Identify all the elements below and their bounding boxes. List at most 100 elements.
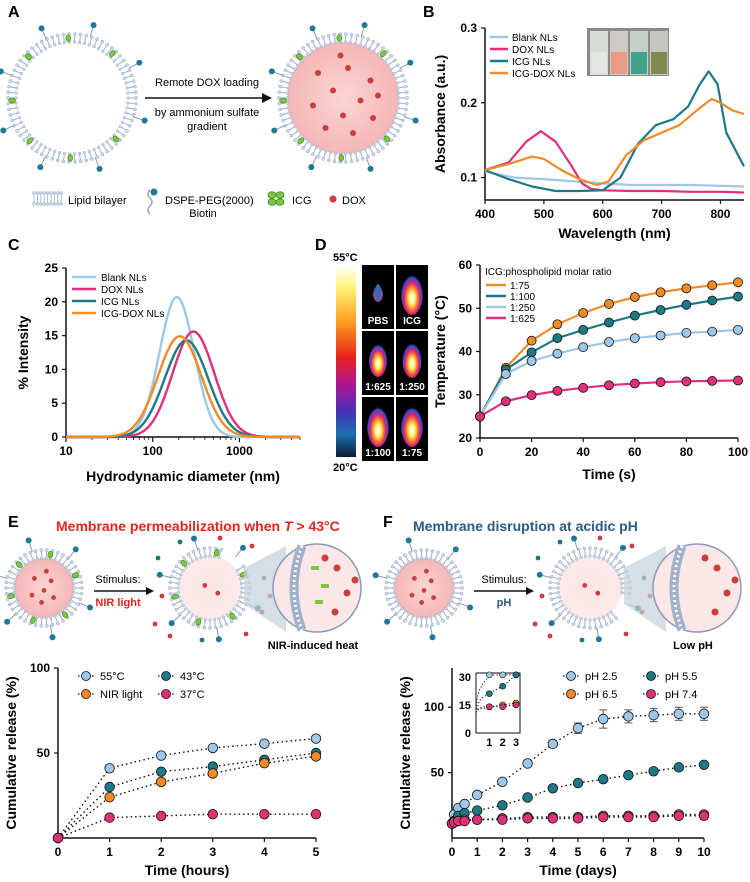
lipid-head <box>314 145 319 149</box>
biotin <box>405 537 412 544</box>
lipid-head <box>184 607 188 611</box>
lipid-head <box>8 113 13 117</box>
lipid-head <box>55 158 60 163</box>
lipid-head <box>71 577 75 581</box>
y-axis-label: Cumulative release (%) <box>397 676 413 829</box>
lipid-head <box>397 91 401 95</box>
lipid-head <box>389 67 393 71</box>
lipid-head <box>358 43 362 47</box>
data-point <box>733 291 743 302</box>
dox-molecule <box>367 77 374 84</box>
dox-molecule <box>424 568 429 574</box>
lipid-head <box>617 573 621 577</box>
lipid-head <box>456 602 461 607</box>
lipid-head <box>411 614 415 618</box>
icg-molecule <box>61 611 69 619</box>
dox-molecule <box>51 595 56 600</box>
icg-molecule <box>297 137 305 144</box>
legend-label: 55°C <box>100 671 125 683</box>
lipid-head <box>76 602 81 607</box>
lipid-head <box>283 68 288 73</box>
lipid-head <box>182 555 186 560</box>
lipid-head <box>6 96 10 100</box>
lipid-head <box>39 152 44 157</box>
lipid-head <box>398 123 403 128</box>
x-tick-label: 8 <box>650 845 657 859</box>
lipid-head <box>40 616 44 620</box>
lipid-head <box>456 569 461 574</box>
x-tick-label: 600 <box>593 207 613 221</box>
lipid-head <box>241 564 246 569</box>
biotin <box>536 571 543 578</box>
released-dox <box>249 543 255 549</box>
lipid-head <box>385 597 390 602</box>
zoom-cone <box>244 546 286 632</box>
lipid-head <box>4 586 8 590</box>
lipid-head <box>394 560 398 564</box>
lipid-head <box>240 590 244 595</box>
x-tick-label: 800 <box>710 207 730 221</box>
biotin <box>38 25 45 32</box>
lipid-head <box>436 621 440 626</box>
y-tick-label: 50 <box>431 766 445 780</box>
lipid-head <box>10 73 14 78</box>
series-line <box>57 755 317 839</box>
lipid-head <box>605 559 609 563</box>
data-point <box>598 713 609 725</box>
lipid-head <box>72 152 77 156</box>
chart-release-nir: 0 1 2 3 4 5 50 100 Time (hours) Cumulative releas… <box>3 661 322 878</box>
y-tick-label: 40 <box>459 345 473 359</box>
y-tick-label: 100 <box>424 700 444 714</box>
lipid-head <box>302 55 306 60</box>
legend-label: pH 6.5 <box>585 689 617 701</box>
icg-molecule <box>112 135 120 143</box>
lipid-head <box>366 155 370 159</box>
lipid-head <box>447 569 451 573</box>
lipid-head <box>419 548 423 552</box>
lipid-head <box>115 63 119 67</box>
chart-temperature: 0 20 40 60 80 100 20 30 40 50 60 Time (s) Temperatur… <box>432 258 748 482</box>
data-point <box>655 305 666 315</box>
lipid-head <box>349 159 354 164</box>
lipid-head <box>15 599 19 603</box>
lipid-head <box>72 586 76 590</box>
lipid-head <box>564 565 568 569</box>
x-tick-label: 1000 <box>226 444 253 458</box>
lipid-head <box>561 603 565 607</box>
lipid-head <box>186 552 191 557</box>
y-tick-label: 20 <box>45 295 59 309</box>
data-point <box>310 809 322 820</box>
zoom-circle <box>272 543 362 633</box>
lipid-head <box>17 569 21 573</box>
zoom-icg <box>315 600 323 604</box>
lipid-head <box>221 615 225 619</box>
data-point <box>655 330 666 341</box>
y-tick-label: 0.2 <box>460 96 477 110</box>
y-tick-label: 15 <box>45 329 59 343</box>
lipid-head <box>393 595 397 599</box>
dox-molecule <box>310 102 316 109</box>
lipid-head <box>7 569 12 574</box>
lipid-head <box>44 616 48 620</box>
y-tick-label: 50 <box>459 301 473 315</box>
lipid-head <box>344 32 348 36</box>
x-tick-label: 4 <box>549 845 556 859</box>
lipid-head <box>95 37 99 41</box>
lipid-head <box>367 145 372 149</box>
legend-lipid-label: Lipid bilayer <box>68 195 127 207</box>
x-tick-label: 700 <box>652 207 672 221</box>
y-tick-label: 100 <box>30 661 50 675</box>
legend-label: Blank NLs <box>101 273 147 284</box>
lipid-head <box>82 41 87 46</box>
zoom-dox <box>723 589 731 597</box>
lipid-head <box>615 569 619 573</box>
chart-size-distribution: 10 100 1000 0 5 10 15 20 25 Hydrodynamic diameter… <box>15 261 301 484</box>
biotin <box>90 22 97 29</box>
data-point <box>655 377 666 388</box>
lipid-head <box>15 129 19 133</box>
data-point <box>547 783 559 794</box>
lipid-head <box>554 564 559 569</box>
lipid-head <box>69 599 73 603</box>
data-point <box>648 709 659 721</box>
lipid-head <box>30 46 34 50</box>
